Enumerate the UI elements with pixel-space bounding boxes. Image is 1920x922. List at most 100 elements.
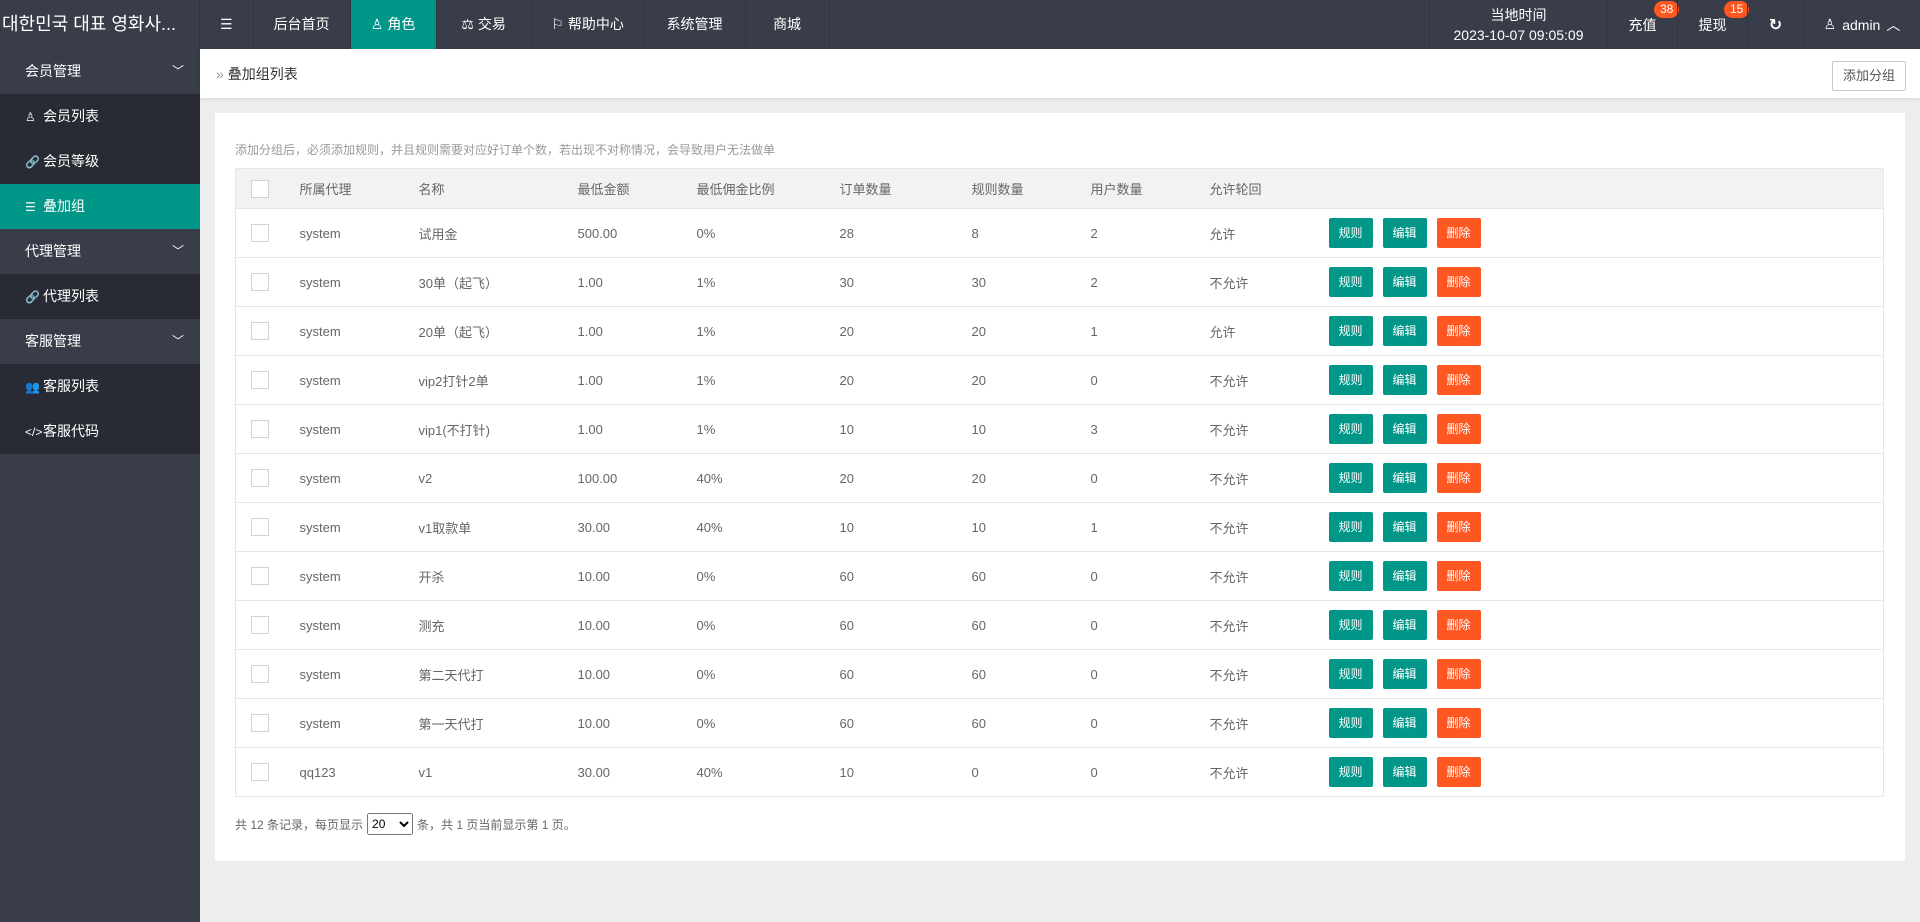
table-cell: 40% <box>696 453 840 503</box>
rules-button[interactable]: 规则 <box>1328 218 1373 248</box>
row-select-cell <box>235 453 300 503</box>
nav-2[interactable]: ⚖ 交易 <box>437 0 532 49</box>
rules-button[interactable]: 规则 <box>1328 365 1373 395</box>
sidebar-item-0-0[interactable]: ♙ 会员列表 <box>0 94 200 139</box>
delete-button[interactable]: 删除 <box>1436 659 1481 689</box>
nav-5[interactable]: 商城 <box>746 0 830 49</box>
sidebar-item-2-0[interactable]: 👥 客服列表 <box>0 364 200 409</box>
rules-button[interactable]: 规则 <box>1328 512 1373 542</box>
row-checkbox[interactable] <box>251 371 269 389</box>
column-header: 允许轮回 <box>1209 168 1329 209</box>
nav-0[interactable]: 后台首页 <box>254 0 351 49</box>
withdraw-button[interactable]: 提现 15 <box>1677 0 1750 49</box>
delete-button[interactable]: 删除 <box>1436 561 1481 591</box>
menu-fold-icon[interactable]: ☰ <box>200 0 254 49</box>
rules-button[interactable]: 规则 <box>1328 463 1373 493</box>
table-cell: 0 <box>1090 600 1210 650</box>
delete-button[interactable]: 删除 <box>1436 267 1481 297</box>
table-cell: 1.00 <box>577 306 697 356</box>
edit-button[interactable]: 编辑 <box>1382 512 1427 542</box>
row-checkbox[interactable] <box>251 322 269 340</box>
link-icon: 🔗 <box>25 290 40 304</box>
select-all-checkbox[interactable] <box>251 179 269 198</box>
delete-button[interactable]: 删除 <box>1436 463 1481 493</box>
withdraw-label: 提现 <box>1698 16 1727 33</box>
rules-button[interactable]: 规则 <box>1328 659 1373 689</box>
content-card: 添加分组后，必须添加规则，并且规则需要对应好订单个数，若出现不对称情况，会导致用… <box>215 113 1905 861</box>
sidebar-item-1-0[interactable]: 🔗 代理列表 <box>0 274 200 319</box>
delete-button[interactable]: 删除 <box>1436 708 1481 738</box>
rules-button[interactable]: 规则 <box>1328 708 1373 738</box>
table-cell: 30 <box>971 257 1091 307</box>
row-select-cell <box>235 404 300 454</box>
table-cell: 0 <box>1090 355 1210 405</box>
sidebar-group-2[interactable]: 客服管理 ﹀ <box>0 319 200 364</box>
row-checkbox[interactable] <box>251 420 269 438</box>
row-checkbox[interactable] <box>251 763 269 781</box>
rules-button[interactable]: 规则 <box>1328 610 1373 640</box>
row-checkbox[interactable] <box>251 518 269 536</box>
delete-button[interactable]: 删除 <box>1436 757 1481 787</box>
table-cell: 不允许 <box>1209 698 1329 748</box>
edit-button[interactable]: 编辑 <box>1382 414 1427 444</box>
table-row: system 30单（起飞） 1.00 1% 30 30 2 不允许 规则 编辑 删除 <box>235 257 1884 307</box>
table-cell: 1% <box>696 355 840 405</box>
delete-button[interactable]: 删除 <box>1436 316 1481 346</box>
table-cell: 60 <box>971 600 1091 650</box>
sidebar-group-0[interactable]: 会员管理 ﹀ <box>0 49 200 94</box>
recharge-button[interactable]: 充值 38 <box>1607 0 1680 49</box>
edit-button[interactable]: 编辑 <box>1382 365 1427 395</box>
row-checkbox[interactable] <box>251 665 269 683</box>
table-cell: v1 <box>418 747 578 797</box>
rules-button[interactable]: 规则 <box>1328 414 1373 444</box>
delete-button[interactable]: 删除 <box>1436 218 1481 248</box>
edit-button[interactable]: 编辑 <box>1382 659 1427 689</box>
edit-button[interactable]: 编辑 <box>1382 267 1427 297</box>
add-group-button[interactable]: 添加分组 <box>1831 61 1906 91</box>
row-checkbox[interactable] <box>251 224 269 242</box>
table-cell: 20单（起飞） <box>418 306 578 356</box>
page-size-select[interactable]: 20 <box>367 813 414 835</box>
table-cell: 10 <box>971 502 1091 552</box>
rules-button[interactable]: 规则 <box>1328 316 1373 346</box>
table-cell: 不允许 <box>1209 747 1329 797</box>
user-icon: ♙ <box>25 110 36 124</box>
delete-button[interactable]: 删除 <box>1436 610 1481 640</box>
sidebar-item-2-1[interactable]: </>客服代码 <box>0 409 200 454</box>
edit-button[interactable]: 编辑 <box>1382 316 1427 346</box>
delete-button[interactable]: 删除 <box>1436 414 1481 444</box>
edit-button[interactable]: 编辑 <box>1382 463 1427 493</box>
edit-button[interactable]: 编辑 <box>1382 561 1427 591</box>
refresh-icon[interactable]: ↻ <box>1747 0 1803 49</box>
delete-button[interactable]: 删除 <box>1436 512 1481 542</box>
rules-button[interactable]: 规则 <box>1328 757 1373 787</box>
user-menu[interactable]: ♙ admin ︿ <box>1803 0 1920 49</box>
row-actions: 规则 编辑 删除 <box>1328 747 1884 797</box>
column-header: 订单数量 <box>839 168 972 209</box>
nav-1[interactable]: ♙ 角色 <box>350 0 437 49</box>
row-actions: 规则 编辑 删除 <box>1328 600 1884 650</box>
rules-button[interactable]: 规则 <box>1328 267 1373 297</box>
row-checkbox[interactable] <box>251 469 269 487</box>
row-checkbox[interactable] <box>251 567 269 585</box>
table-cell: 30.00 <box>577 502 697 552</box>
sidebar-item-0-2[interactable]: ☰ 叠加组 <box>0 184 200 229</box>
row-checkbox[interactable] <box>251 616 269 634</box>
nav-label: 系统管理 <box>666 16 723 32</box>
sidebar-item-label: 叠加组 <box>43 198 85 214</box>
edit-button[interactable]: 编辑 <box>1382 218 1427 248</box>
row-checkbox[interactable] <box>251 273 269 291</box>
row-select-cell <box>235 551 300 601</box>
edit-button[interactable]: 编辑 <box>1382 708 1427 738</box>
edit-button[interactable]: 编辑 <box>1382 610 1427 640</box>
nav-4[interactable]: 系统管理 <box>645 0 746 49</box>
delete-button[interactable]: 删除 <box>1436 365 1481 395</box>
edit-button[interactable]: 编辑 <box>1382 757 1427 787</box>
sidebar-group-1[interactable]: 代理管理 ﹀ <box>0 229 200 274</box>
row-checkbox[interactable] <box>251 714 269 732</box>
row-actions: 规则 编辑 删除 <box>1328 453 1884 503</box>
nav-3[interactable]: ⚐ 帮助中心 <box>532 0 645 49</box>
table-cell: 40% <box>696 502 840 552</box>
sidebar-item-0-1[interactable]: 🔗 会员等级 <box>0 139 200 184</box>
rules-button[interactable]: 规则 <box>1328 561 1373 591</box>
